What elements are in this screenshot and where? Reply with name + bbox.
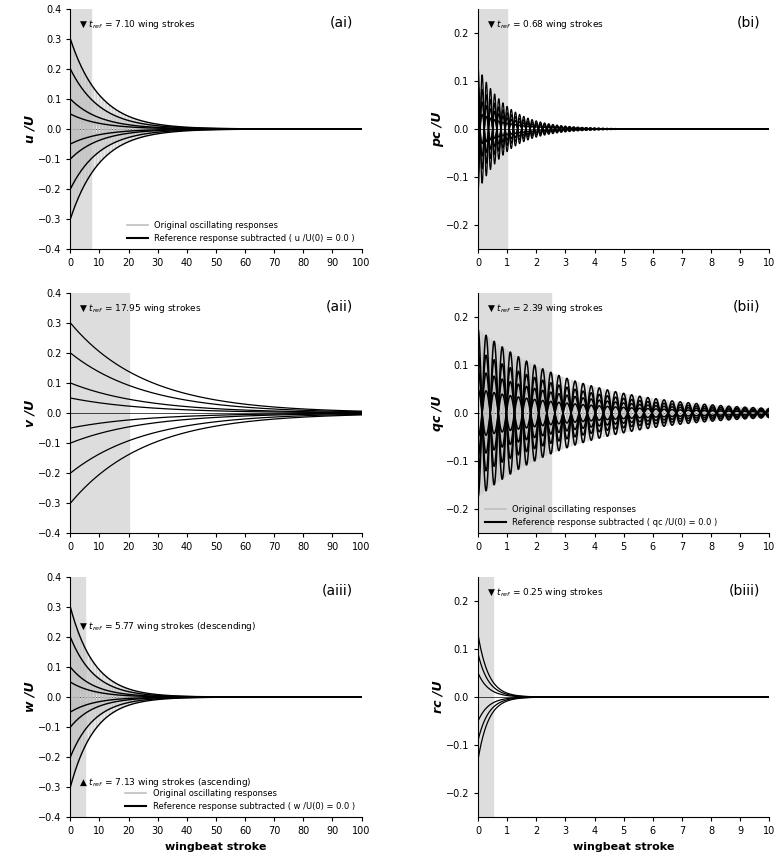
Bar [70, 577, 85, 817]
Text: (aiii): (aiii) [322, 584, 353, 598]
Text: ▼ $t_{ref}$ = 0.25 wing strokes: ▼ $t_{ref}$ = 0.25 wing strokes [487, 586, 603, 599]
Bar [70, 9, 91, 249]
Y-axis label: v /U: v /U [23, 400, 37, 426]
Text: ▼ $t_{ref}$ = 17.95 wing strokes: ▼ $t_{ref}$ = 17.95 wing strokes [79, 302, 201, 316]
Text: ▼ $t_{ref}$ = 0.68 wing strokes: ▼ $t_{ref}$ = 0.68 wing strokes [487, 18, 604, 31]
Text: ▲ $t_{ref}$ = 7.13 wing strokes (ascending): ▲ $t_{ref}$ = 7.13 wing strokes (ascendi… [79, 776, 251, 789]
Text: (bi): (bi) [737, 16, 761, 30]
X-axis label: wingbeat stroke: wingbeat stroke [166, 842, 266, 852]
Y-axis label: rc /U: rc /U [431, 681, 444, 714]
Y-axis label: u /U: u /U [23, 115, 37, 143]
Bar [478, 292, 551, 534]
Text: (ai): (ai) [330, 16, 353, 30]
Legend: Original oscillating responses, Reference response subtracted ( qc /U(0) = 0.0 ): Original oscillating responses, Referenc… [482, 502, 720, 529]
Y-axis label: w /U: w /U [23, 682, 37, 713]
Text: (biii): (biii) [729, 584, 761, 598]
Y-axis label: pc /U: pc /U [431, 112, 444, 147]
Text: ▼ $t_{ref}$ = 2.39 wing strokes: ▼ $t_{ref}$ = 2.39 wing strokes [487, 302, 604, 316]
Bar [478, 577, 493, 817]
Text: (aii): (aii) [326, 300, 353, 314]
Text: ▼ $t_{ref}$ = 5.77 wing strokes (descending): ▼ $t_{ref}$ = 5.77 wing strokes (descend… [79, 620, 256, 633]
Legend: Original oscillating responses, Reference response subtracted ( w /U(0) = 0.0 ): Original oscillating responses, Referenc… [123, 786, 358, 813]
Text: (bii): (bii) [733, 300, 761, 314]
Legend: Original oscillating responses, Reference response subtracted ( u /U(0) = 0.0 ): Original oscillating responses, Referenc… [124, 218, 358, 245]
Bar [478, 9, 507, 249]
X-axis label: wingbeat stroke: wingbeat stroke [573, 842, 674, 852]
Bar [70, 292, 129, 534]
Text: ▼ $t_{ref}$ = 7.10 wing strokes: ▼ $t_{ref}$ = 7.10 wing strokes [79, 18, 196, 31]
Y-axis label: qc /U: qc /U [431, 395, 444, 431]
